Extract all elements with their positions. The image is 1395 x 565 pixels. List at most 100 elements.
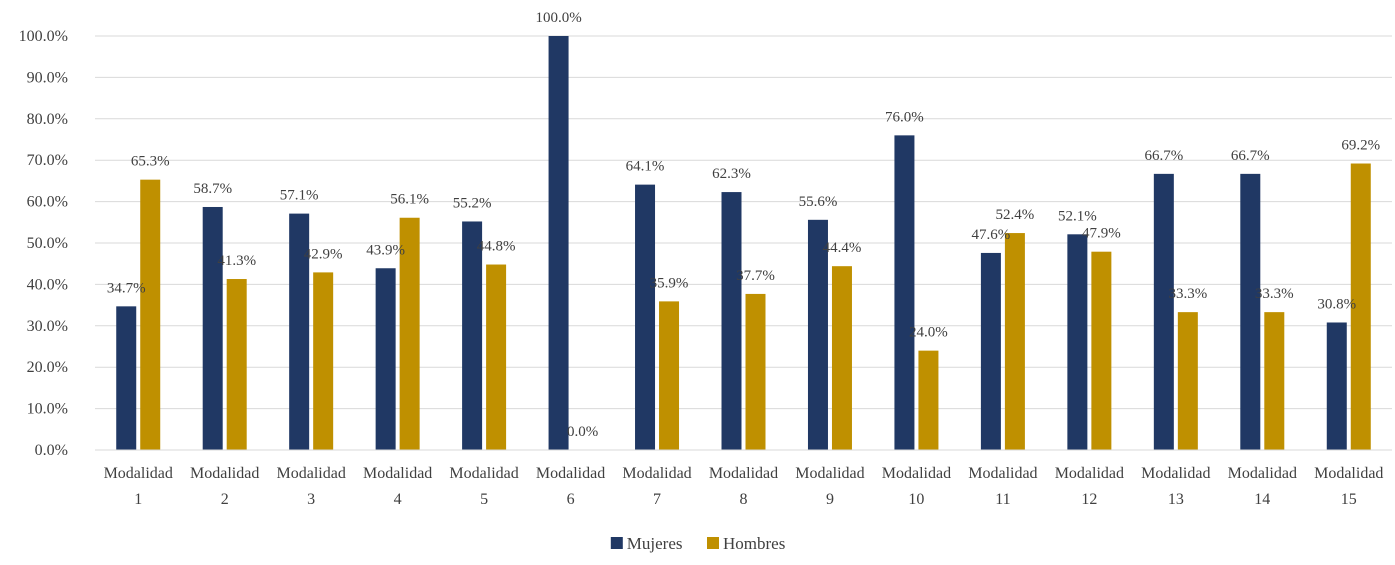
bar-mujeres bbox=[289, 213, 310, 450]
y-tick-label: 20.0% bbox=[27, 359, 68, 376]
y-tick-label: 100.0% bbox=[19, 28, 68, 45]
y-tick-label: 30.0% bbox=[27, 318, 68, 335]
bar-hombres bbox=[1264, 312, 1285, 450]
data-label-mujeres: 66.7% bbox=[1231, 148, 1270, 164]
data-label-mujeres: 100.0% bbox=[535, 10, 581, 26]
x-tick-label: Modalidad bbox=[190, 465, 259, 482]
y-axis: 0.0% 10.0% 20.0% 30.0% 40.0% 50.0% 60.0% 70.0% 8… bbox=[19, 28, 68, 459]
data-label-mujeres: 62.3% bbox=[712, 166, 751, 182]
x-tick-label: Modalidad bbox=[363, 465, 432, 482]
legend: Mujeres Hombres bbox=[610, 534, 785, 553]
bar-hombres bbox=[1350, 163, 1371, 450]
bar-hombres bbox=[486, 264, 507, 450]
x-tick-label: 3 bbox=[307, 491, 315, 508]
y-tick-label: 50.0% bbox=[27, 235, 68, 252]
bar-mujeres bbox=[1067, 234, 1088, 450]
x-axis: Modalidad 1 Modalidad 2 Modalidad 3 Modalidad 4… bbox=[95, 449, 1392, 508]
bar-mujeres bbox=[548, 36, 569, 450]
x-tick-label: 11 bbox=[995, 491, 1010, 508]
legend-label-hombres: Hombres bbox=[723, 534, 785, 553]
data-label-mujeres: 66.7% bbox=[1144, 148, 1183, 164]
data-label-mujeres: 58.7% bbox=[193, 181, 232, 197]
data-label-hombres: 42.9% bbox=[304, 246, 343, 262]
data-label-hombres: 44.4% bbox=[823, 240, 862, 256]
x-tick-label: Modalidad bbox=[882, 465, 951, 482]
data-label-hombres: 0.0% bbox=[567, 424, 598, 440]
data-label-mujeres: 47.6% bbox=[972, 227, 1011, 243]
bars bbox=[116, 36, 1371, 451]
data-label-hombres: 37.7% bbox=[736, 268, 775, 284]
x-tick-label: 12 bbox=[1081, 491, 1097, 508]
data-labels: 34.7% 65.3% 58.7% 41.3% 57.1% 42.9% 43.9% 56.1%… bbox=[107, 10, 1380, 440]
bar-mujeres bbox=[1153, 173, 1174, 450]
data-label-hombres: 47.9% bbox=[1082, 226, 1121, 242]
y-tick-label: 40.0% bbox=[27, 276, 68, 293]
legend-label-mujeres: Mujeres bbox=[627, 534, 683, 553]
x-tick-label: 5 bbox=[480, 491, 488, 508]
data-label-mujeres: 30.8% bbox=[1317, 296, 1356, 312]
bar-mujeres bbox=[375, 268, 396, 450]
data-label-hombres: 44.8% bbox=[477, 239, 516, 255]
x-tick-label: Modalidad bbox=[1055, 465, 1124, 482]
bar-mujeres bbox=[980, 252, 1001, 450]
data-label-hombres: 52.4% bbox=[996, 207, 1035, 223]
bar-hombres bbox=[313, 272, 334, 450]
x-tick-label: 15 bbox=[1341, 491, 1357, 508]
bar-mujeres bbox=[721, 192, 742, 450]
bar-mujeres bbox=[1240, 173, 1261, 450]
x-tick-label: Modalidad bbox=[709, 465, 778, 482]
x-tick-label: Modalidad bbox=[795, 465, 864, 482]
data-label-mujeres: 64.1% bbox=[626, 159, 665, 175]
data-label-mujeres: 34.7% bbox=[107, 280, 146, 296]
bar-hombres bbox=[1004, 233, 1025, 450]
bar-hombres bbox=[918, 350, 939, 450]
data-label-hombres: 33.3% bbox=[1255, 286, 1294, 302]
x-tick-label: 13 bbox=[1168, 491, 1184, 508]
y-tick-label: 70.0% bbox=[27, 152, 68, 169]
bar-mujeres bbox=[1326, 322, 1347, 450]
bar-mujeres bbox=[116, 306, 137, 450]
bar-hombres bbox=[226, 279, 247, 450]
x-tick-label: Modalidad bbox=[1228, 465, 1297, 482]
y-tick-label: 90.0% bbox=[27, 69, 68, 86]
y-tick-label: 0.0% bbox=[35, 442, 68, 459]
bar-hombres bbox=[399, 217, 420, 450]
x-tick-label: Modalidad bbox=[277, 465, 346, 482]
x-tick-label: Modalidad bbox=[104, 465, 173, 482]
data-label-hombres: 24.0% bbox=[909, 325, 948, 341]
bar-hombres bbox=[1177, 312, 1198, 450]
legend-swatch-mujeres bbox=[610, 537, 623, 549]
data-label-hombres: 35.9% bbox=[650, 275, 689, 291]
x-tick-label: 1 bbox=[134, 491, 142, 508]
x-tick-label: 14 bbox=[1254, 491, 1270, 508]
x-tick-label: Modalidad bbox=[1314, 465, 1383, 482]
data-label-hombres: 65.3% bbox=[131, 154, 170, 170]
bar-mujeres bbox=[462, 221, 483, 450]
x-tick-label: 7 bbox=[653, 491, 661, 508]
bar-mujeres bbox=[635, 184, 656, 450]
bar-hombres bbox=[745, 293, 766, 450]
data-label-mujeres: 55.6% bbox=[799, 194, 838, 210]
data-label-mujeres: 55.2% bbox=[453, 195, 492, 211]
x-tick-label: Modalidad bbox=[449, 465, 518, 482]
x-tick-label: 2 bbox=[221, 491, 229, 508]
data-label-mujeres: 57.1% bbox=[280, 188, 319, 204]
y-tick-label: 10.0% bbox=[27, 401, 68, 418]
x-tick-label: Modalidad bbox=[536, 465, 605, 482]
data-label-mujeres: 76.0% bbox=[885, 109, 924, 125]
legend-swatch-hombres bbox=[707, 537, 719, 549]
bar-mujeres bbox=[202, 206, 223, 450]
bar-hombres bbox=[831, 266, 852, 450]
x-tick-label: 10 bbox=[908, 491, 924, 508]
bar-hombres bbox=[659, 301, 680, 450]
y-tick-label: 80.0% bbox=[27, 111, 68, 128]
data-label-hombres: 33.3% bbox=[1168, 286, 1207, 302]
data-label-hombres: 69.2% bbox=[1341, 138, 1380, 154]
x-tick-label: 8 bbox=[740, 491, 748, 508]
x-tick-label: Modalidad bbox=[968, 465, 1037, 482]
gridlines bbox=[95, 35, 1392, 451]
data-label-hombres: 41.3% bbox=[217, 253, 256, 269]
data-label-mujeres: 52.1% bbox=[1058, 208, 1097, 224]
bar-mujeres bbox=[894, 135, 915, 451]
